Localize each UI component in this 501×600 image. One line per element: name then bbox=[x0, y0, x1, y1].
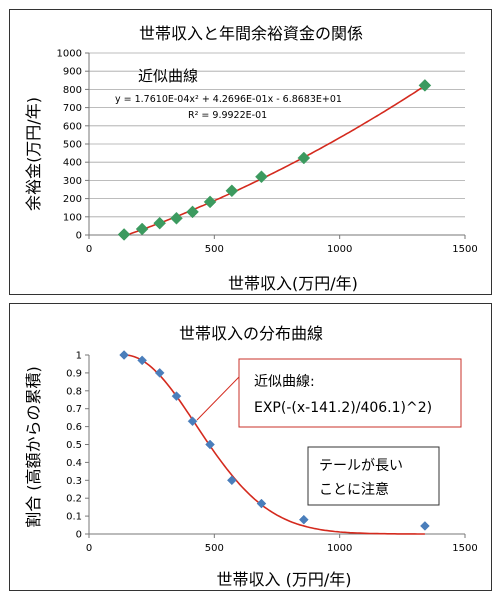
chart-income-vs-savings: 世帯収入と年間余裕資金の関係 0 100 200 300 400 500 600 700 800… bbox=[24, 24, 478, 293]
data-point bbox=[420, 521, 430, 531]
x-axis-label: 世帯収入(万円/年) bbox=[228, 274, 358, 293]
chart-title: 世帯収入の分布曲線 bbox=[179, 324, 323, 343]
callout-note-line1: テールが長い bbox=[319, 458, 403, 474]
callout-box-fit bbox=[238, 358, 462, 428]
trendline bbox=[121, 85, 426, 238]
data-point bbox=[153, 216, 167, 230]
y-tick-label: 900 bbox=[63, 67, 82, 78]
data-point bbox=[225, 184, 239, 198]
x-tick-label: 1000 bbox=[327, 543, 352, 554]
data-point bbox=[203, 195, 217, 209]
callout-box-note bbox=[307, 446, 440, 506]
trendline-equation: y = 1.7610E-04x² + 4.2696E-01x - 6.8683E… bbox=[115, 94, 342, 105]
data-point bbox=[298, 514, 309, 525]
data-point bbox=[186, 205, 199, 219]
trendline-r-squared: R² = 9.9922E-01 bbox=[188, 110, 267, 121]
data-point bbox=[135, 222, 149, 236]
y-tick-label: 0.3 bbox=[66, 476, 82, 487]
y-tick-label: 600 bbox=[63, 121, 82, 132]
y-tick-label: 400 bbox=[63, 158, 82, 169]
y-tick-label: 0.9 bbox=[66, 368, 82, 379]
chart-income-distribution: 世帯収入の分布曲線 00.10.20.30.40.50.60.70.80.910… bbox=[24, 324, 478, 589]
data-point bbox=[154, 368, 165, 378]
chart-panel-income-distribution: 世帯収入の分布曲線 0 0.1 0.2 0.3 0.4 0.5 0.6 0.7 0.8 0.9 1 0… bbox=[9, 303, 492, 591]
y-tick-label: 800 bbox=[63, 85, 82, 96]
y-tick-label: 1000 bbox=[57, 49, 82, 60]
x-tick-label: 500 bbox=[205, 543, 224, 554]
x-tick-label: 1500 bbox=[452, 543, 477, 554]
y-tick-label: 0.1 bbox=[66, 512, 82, 523]
y-axis-label: 割合 (高額からの累積) bbox=[24, 366, 43, 528]
callout-note-line2: ことに注意 bbox=[319, 481, 389, 498]
x-tick-label: 500 bbox=[205, 244, 224, 255]
x-tick-label: 0 bbox=[86, 543, 92, 554]
chart-title: 世帯収入と年間余裕資金の関係 bbox=[139, 24, 363, 43]
callout-fit-formula: EXP(-(x-141.2)/406.1)^2) bbox=[254, 400, 432, 416]
data-point bbox=[119, 350, 129, 360]
y-tick-label: 500 bbox=[63, 140, 82, 151]
y-tick-label: 0.2 bbox=[66, 494, 82, 505]
callout-fit-label: 近似曲線: bbox=[254, 374, 315, 390]
data-point bbox=[137, 355, 147, 366]
data-point bbox=[227, 475, 237, 486]
grid-lines bbox=[89, 52, 465, 236]
y-tick-label: 0.7 bbox=[66, 404, 82, 415]
data-point bbox=[205, 439, 215, 450]
data-points bbox=[117, 79, 432, 241]
tick-labels: 0 0.1 0.2 0.3 0.4 0.5 0.6 0.7 0.8 0.9 1 0 500 1000 150… bbox=[66, 351, 478, 555]
trendline-label: 近似曲線 bbox=[138, 67, 198, 85]
data-point bbox=[187, 416, 198, 427]
tick-labels: 0 100 200 300 400 500 600 700 800 900 1000 0 500 1000… bbox=[57, 49, 478, 256]
data-point bbox=[170, 211, 183, 225]
y-tick-label: 0.5 bbox=[66, 440, 82, 451]
y-tick-label: 0 bbox=[76, 530, 82, 541]
x-tick-label: 0 bbox=[86, 244, 92, 255]
callout-leader bbox=[196, 376, 240, 421]
y-tick-label: 0.6 bbox=[66, 422, 82, 433]
y-tick-label: 0 bbox=[76, 231, 82, 242]
x-tick-label: 1500 bbox=[452, 244, 477, 255]
y-tick-label: 0.8 bbox=[66, 386, 82, 397]
data-points bbox=[119, 350, 430, 531]
data-point bbox=[256, 498, 267, 509]
y-tick-label: 1 bbox=[76, 351, 82, 362]
y-tick-label: 200 bbox=[63, 194, 82, 205]
y-tick-label: 100 bbox=[63, 212, 82, 223]
chart-panel-income-vs-savings: 世帯収入と年間余裕資金の関係 0 100 200 300 400 500 600 700 800… bbox=[9, 9, 492, 295]
x-tick-label: 1000 bbox=[327, 244, 352, 255]
y-tick-label: 700 bbox=[63, 103, 82, 114]
y-axis-label: 余裕金(万円/年) bbox=[24, 97, 43, 211]
x-axis-label: 世帯収入 (万円/年) bbox=[217, 570, 352, 589]
data-point bbox=[418, 79, 432, 92]
y-tick-label: 0.4 bbox=[66, 458, 82, 469]
data-point bbox=[117, 228, 131, 241]
data-point bbox=[297, 151, 311, 165]
data-point bbox=[171, 391, 182, 402]
y-tick-label: 300 bbox=[63, 176, 82, 187]
data-point bbox=[255, 170, 268, 184]
axes bbox=[85, 52, 466, 239]
